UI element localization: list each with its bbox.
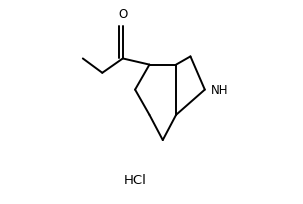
Text: O: O xyxy=(118,8,128,20)
Text: NH: NH xyxy=(211,84,228,97)
Text: HCl: HCl xyxy=(124,173,147,186)
